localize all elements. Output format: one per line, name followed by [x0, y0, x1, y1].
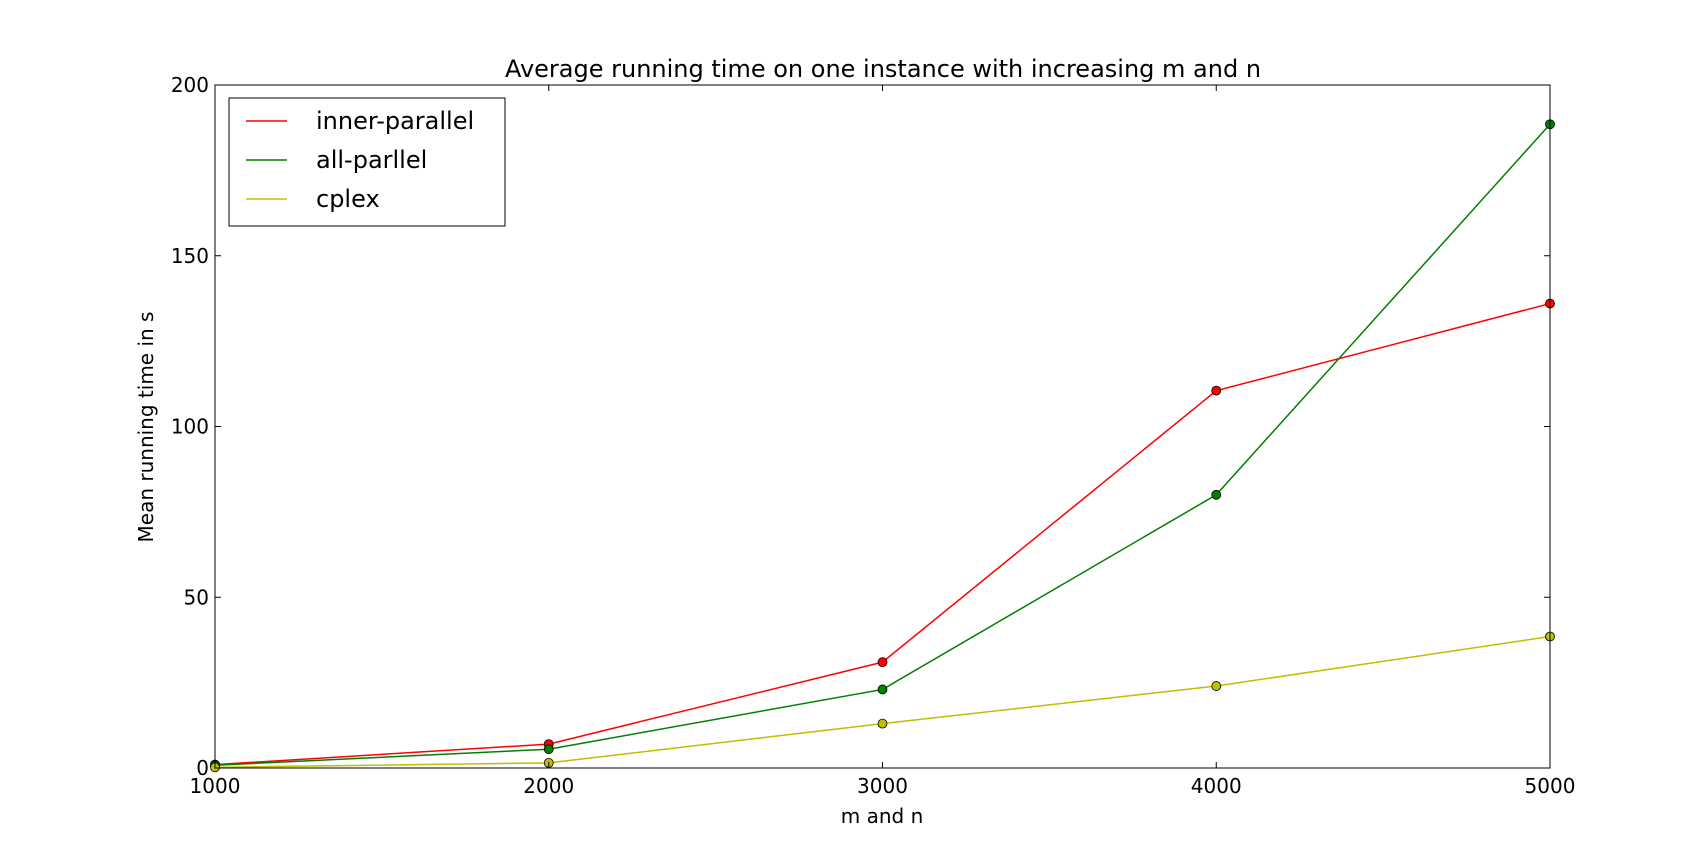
chart-title: Average running time on one instance wit…: [505, 55, 1261, 83]
y-tick-label: 200: [171, 73, 209, 97]
legend-box: [228, 97, 506, 227]
y-tick-label: 150: [171, 244, 209, 268]
legend-label: cplex: [316, 185, 380, 213]
legend-entries: inner-parallel all-parllel cplex: [246, 107, 474, 213]
data-point: [543, 744, 554, 755]
y-tick-label: 100: [171, 415, 209, 439]
data-point: [1211, 681, 1222, 691]
x-tick-label: 4000: [1191, 774, 1242, 798]
x-tick-label: 2000: [523, 774, 574, 798]
data-point: [877, 657, 888, 668]
legend: inner-parallel all-parllel cplex: [228, 97, 506, 227]
x-tick-label: 1000: [190, 774, 241, 798]
y-tick-label: 0: [196, 756, 209, 780]
data-point: [877, 684, 888, 695]
x-axis-label: m and n: [841, 804, 924, 828]
series-layer: [210, 119, 1555, 773]
y-tick-label: 50: [184, 585, 209, 609]
ticks-layer: 1000 2000 3000 4000 5000 0 50 100 150 200: [171, 73, 1576, 798]
data-point: [1211, 385, 1222, 396]
data-point: [877, 718, 888, 729]
x-tick-label: 3000: [857, 774, 908, 798]
y-axis-label: Mean running time in s: [134, 312, 158, 543]
data-point: [1211, 489, 1222, 500]
legend-label: all-parllel: [316, 146, 427, 174]
x-tick-label: 5000: [1525, 774, 1576, 798]
legend-label: inner-parallel: [316, 107, 474, 135]
